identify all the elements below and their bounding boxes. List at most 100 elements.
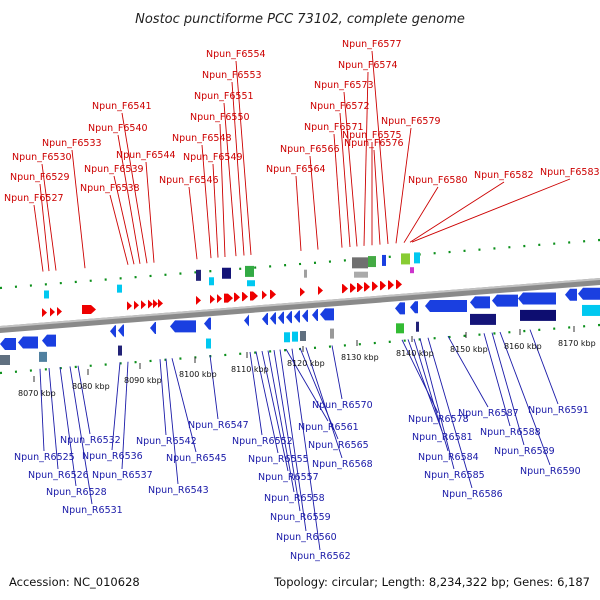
forward-gene-label: Npun_F6583: [540, 167, 600, 178]
feature-block: [330, 328, 334, 339]
forward-gene-label: Npun_F6576: [344, 138, 404, 149]
reverse-gene: [294, 310, 300, 323]
forward-gene-label: Npun_F6527: [4, 193, 64, 204]
accession-label: Accession: NC_010628: [9, 575, 140, 589]
reverse-leader-line: [427, 337, 473, 489]
forward-leader-line: [201, 144, 212, 259]
reverse-gene-label: Npun_R6561: [298, 422, 359, 433]
feature-block: [382, 254, 386, 266]
reverse-gene-label: Npun_R6526: [28, 470, 89, 481]
reverse-gene: [110, 325, 116, 338]
forward-gene: [388, 280, 394, 290]
forward-gene: [396, 279, 402, 289]
forward-gene: [153, 299, 158, 309]
reverse-gene: [270, 312, 276, 325]
forward-leader-line: [109, 194, 129, 265]
forward-gene-label: Npun_F6544: [116, 150, 176, 161]
forward-leader-line: [395, 127, 412, 244]
reverse-gene-label: Npun_R6586: [442, 489, 503, 500]
reverse-leader-line: [267, 350, 295, 493]
forward-gene: [234, 292, 240, 302]
reverse-gene-label: Npun_R6589: [494, 446, 555, 457]
reverse-gene-label: Npun_R6545: [166, 453, 227, 464]
forward-leader-line: [371, 50, 389, 244]
forward-gene: [196, 295, 201, 305]
forward-leader-line: [219, 123, 226, 258]
forward-gene: [42, 308, 47, 318]
feature-block: [401, 253, 410, 265]
feature-block: [582, 304, 600, 316]
forward-gene-label: Npun_F6571: [304, 122, 364, 133]
reverse-leader-line: [299, 347, 339, 440]
reverse-gene-label: Npun_R6557: [258, 472, 319, 483]
forward-leader-line: [188, 186, 198, 260]
reverse-gene: [204, 317, 211, 330]
forward-leader-line: [117, 134, 141, 264]
forward-leader-line: [231, 81, 245, 256]
forward-gene-label: Npun_F6538: [80, 183, 140, 194]
reverse-gene-label: Npun_R6558: [264, 493, 325, 504]
reverse-gene-label: Npun_R6560: [276, 532, 337, 543]
reverse-leader-line: [401, 339, 439, 414]
reverse-gene: [262, 313, 268, 326]
reverse-leader-line: [69, 366, 93, 505]
genome-summary: Topology: circular; Length: 8,234,322 bp…: [273, 575, 590, 589]
forward-gene: [158, 298, 163, 308]
reverse-leader-line: [209, 355, 219, 420]
reverse-leader-line: [447, 335, 489, 408]
forward-gene-label: Npun_F6546: [159, 175, 219, 186]
tick-label: 8070 kbp: [18, 389, 56, 398]
forward-leader-line: [113, 175, 135, 265]
forward-gene: [134, 300, 139, 310]
reverse-leader-line: [413, 338, 449, 452]
kbp-ticks: 8070 kbp 8080 kbp 8090 kbp 8100 kbp 8110 kbp…: [18, 326, 596, 398]
forward-leader-line: [71, 149, 86, 269]
reverse-gene-label: Npun_R6532: [60, 435, 121, 446]
forward-leader-line: [145, 161, 155, 263]
reverse-gene-label: Npun_R6565: [308, 440, 369, 451]
forward-tick-track: [0, 238, 600, 290]
reverse-gene: [118, 324, 124, 337]
feature-block: [470, 313, 496, 325]
forward-leader-line: [41, 163, 57, 271]
forward-gene-label: Npun_F6548: [172, 133, 232, 144]
forward-label-lines: [33, 50, 571, 272]
reverse-leader-line: [121, 361, 129, 470]
feature-block: [39, 351, 47, 362]
forward-gene: [250, 291, 258, 301]
forward-leader-line: [309, 155, 319, 250]
feature-block: [520, 309, 556, 321]
tick-label: 8090 kbp: [124, 376, 162, 385]
forward-gene: [242, 292, 248, 302]
forward-gene-label: Npun_F6529: [10, 172, 70, 183]
reverse-gene-label: Npun_R6537: [92, 470, 153, 481]
forward-gene-label: Npun_F6530: [12, 152, 72, 163]
feature-block: [292, 331, 298, 342]
feature-block: [44, 290, 49, 299]
reverse-gene-label: Npun_R6552: [232, 436, 293, 447]
forward-gene-label: Npun_F6580: [408, 175, 468, 186]
reverse-leader-line: [529, 329, 559, 405]
feature-block: [0, 355, 10, 365]
reverse-gene: [410, 301, 418, 314]
reverse-gene: [492, 294, 518, 307]
reverse-gene: [244, 314, 249, 327]
forward-leader-line: [121, 112, 148, 264]
feature-block: [209, 277, 214, 286]
feature-block: [247, 280, 255, 287]
forward-leader-line: [343, 91, 358, 247]
forward-leader-line: [295, 175, 302, 251]
reverse-gene-label: Npun_R6587: [458, 408, 519, 419]
feature-block: [354, 271, 368, 278]
reverse-gene-label: Npun_R6590: [520, 466, 581, 477]
forward-leader-line: [339, 112, 351, 248]
genome-title: Nostoc punctiforme PCC 73102, complete g…: [135, 12, 465, 27]
forward-gene: [50, 307, 55, 317]
forward-gene: [364, 282, 370, 292]
reverse-leader-line: [407, 339, 443, 432]
reverse-leader-line: [331, 345, 343, 400]
reverse-leader-line: [291, 348, 321, 551]
forward-gene: [224, 293, 233, 303]
forward-leader-line: [409, 181, 505, 243]
reverse-gene-label: Npun_R6578: [408, 414, 469, 425]
